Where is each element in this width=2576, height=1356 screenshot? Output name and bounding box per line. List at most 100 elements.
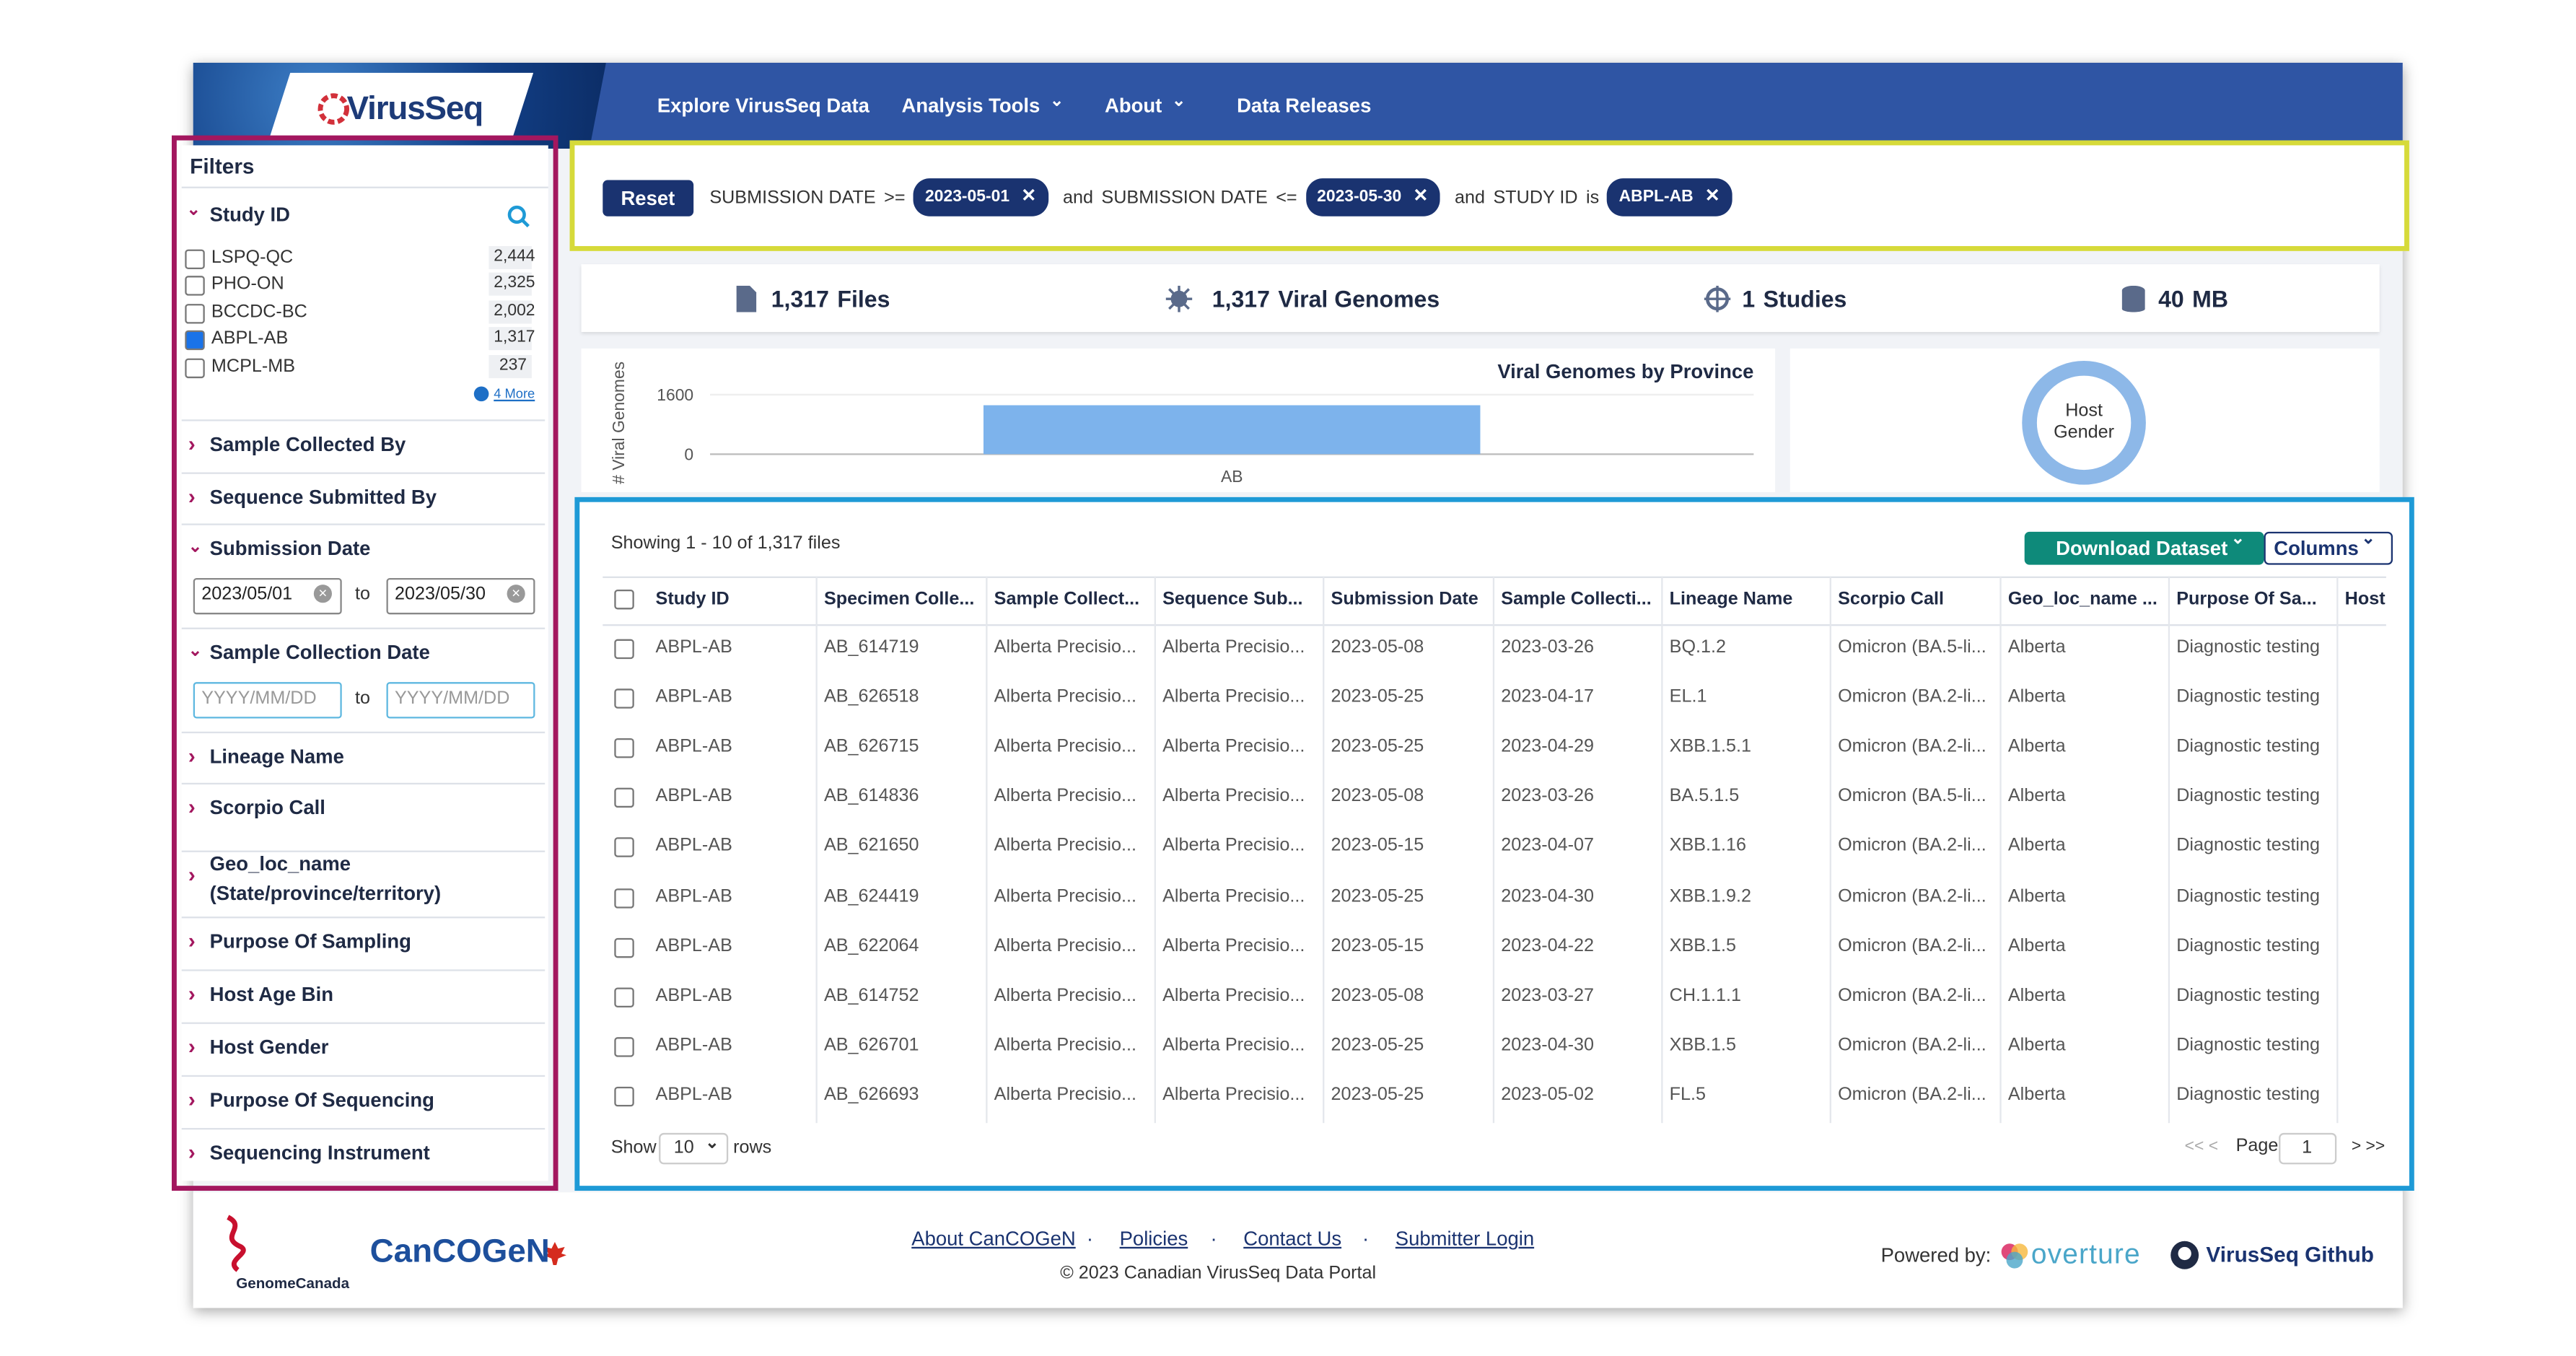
checkbox[interactable] xyxy=(614,639,634,660)
filter-highlight xyxy=(172,135,558,1191)
date-input[interactable] xyxy=(386,577,535,615)
table-cell: AB_626715 xyxy=(823,737,919,757)
table-cell: Omicron (BA.5-li... xyxy=(1838,637,1986,657)
remove-icon[interactable]: ✕ xyxy=(1016,186,1037,207)
genome-canada: GenomeCanada xyxy=(236,1274,350,1292)
chevron-down: ⌄ xyxy=(1050,92,1064,111)
page-size-select[interactable] xyxy=(659,1132,729,1165)
checkbox[interactable] xyxy=(614,788,634,808)
chevron-right: › xyxy=(188,1140,196,1165)
checkbox[interactable] xyxy=(185,249,205,270)
prev-buttons[interactable]: << < xyxy=(2184,1137,2219,1156)
footer-link[interactable]: Contact Us xyxy=(1243,1227,1342,1251)
divider xyxy=(181,1128,546,1130)
bar xyxy=(983,405,1481,455)
query-value[interactable]: 2023-05-01 ✕ xyxy=(914,178,1048,216)
checkbox[interactable] xyxy=(185,276,205,296)
date-value: YYYY/MM/DD xyxy=(394,688,510,709)
column-header[interactable]: Scorpio Call xyxy=(1838,589,1944,610)
nav-link[interactable]: About xyxy=(1105,94,1162,118)
date-input[interactable] xyxy=(193,682,342,719)
checkbox[interactable] xyxy=(614,838,634,858)
column-header[interactable]: Specimen Colle... xyxy=(823,589,975,610)
facet-label[interactable]: Host Age Bin xyxy=(209,982,334,1006)
facet-label[interactable]: Sequencing Instrument xyxy=(209,1141,430,1165)
chevron-down: ⌄ xyxy=(1172,92,1186,111)
column-header[interactable]: Host xyxy=(2344,589,2386,610)
table-cell: ABPL-AB xyxy=(655,1035,732,1055)
copyright: © 2023 Canadian VirusSeq Data Portal xyxy=(1060,1263,1377,1284)
facet-label[interactable]: Study ID xyxy=(209,203,291,227)
checkbox[interactable] xyxy=(185,330,205,351)
checkbox[interactable] xyxy=(614,1036,634,1057)
date-input[interactable] xyxy=(386,682,535,719)
table-cell: ABPL-AB xyxy=(655,836,732,857)
overture-logo[interactable]: overture xyxy=(2030,1238,2141,1270)
checkbox[interactable] xyxy=(185,358,205,379)
search-icon[interactable] xyxy=(507,205,530,228)
nav-link[interactable]: Data Releases xyxy=(1237,94,1372,118)
table-cell: Alberta Precisio... xyxy=(994,687,1136,707)
column-header[interactable]: Purpose Of Sa... xyxy=(2176,589,2317,610)
column-header[interactable]: Study ID xyxy=(655,589,730,610)
footer-link[interactable]: Submitter Login xyxy=(1395,1227,1535,1251)
checkbox[interactable] xyxy=(185,304,205,324)
download-button[interactable]: Download Dataset xyxy=(2024,531,2264,565)
clear-icon[interactable]: × xyxy=(507,585,525,603)
column-header[interactable]: Submission Date xyxy=(1331,589,1478,610)
column-header[interactable]: Geo_loc_name ... xyxy=(2007,589,2157,610)
table-cell: 2023-05-15 xyxy=(1331,935,1424,956)
remove-icon[interactable]: ✕ xyxy=(1408,186,1429,207)
nav-link[interactable]: Analysis Tools xyxy=(901,94,1041,118)
table-cell: BQ.1.2 xyxy=(1669,637,1727,657)
column-header[interactable]: Sample Collecti... xyxy=(1501,589,1652,610)
date-input[interactable] xyxy=(193,577,342,615)
table-cell: Omicron (BA.5-li... xyxy=(1838,787,1986,807)
rows-label: rows xyxy=(733,1137,772,1158)
option-label: MCPL-MB xyxy=(211,357,296,377)
checkbox[interactable] xyxy=(614,589,634,610)
nav-link[interactable]: Explore VirusSeq Data xyxy=(657,94,869,118)
facet-label[interactable]: Purpose Of Sampling xyxy=(209,929,411,953)
next-buttons[interactable]: > >> xyxy=(2351,1137,2386,1156)
chevron-right: › xyxy=(188,862,196,887)
query-value[interactable]: 2023-05-30 ✕ xyxy=(1305,178,1440,216)
facet-label[interactable]: Sequence Submitted By xyxy=(209,485,437,509)
clear-icon[interactable]: × xyxy=(313,585,332,603)
chevron-down: ⌄ xyxy=(188,642,203,661)
column-header[interactable]: Sequence Sub... xyxy=(1162,589,1303,610)
facet-label[interactable]: Submission Date xyxy=(209,536,371,560)
facet-label[interactable]: Lineage Name xyxy=(209,745,344,769)
checkbox[interactable] xyxy=(614,738,634,758)
footer-link[interactable]: About CanCOGeN xyxy=(911,1227,1076,1251)
column-header[interactable]: Sample Collect... xyxy=(994,589,1140,610)
remove-icon[interactable]: ✕ xyxy=(1699,186,1720,207)
option-count: 1,317 xyxy=(489,327,535,351)
query-value[interactable]: ABPL-AB ✕ xyxy=(1607,178,1732,216)
facet-label[interactable]: Host Gender xyxy=(209,1035,329,1059)
column-header[interactable]: Lineage Name xyxy=(1669,589,1793,610)
columns-button[interactable]: Columns xyxy=(2264,531,2393,565)
stat-value: 1,317 xyxy=(1212,285,1270,312)
more-link[interactable]: 4 More xyxy=(494,386,535,402)
reset-button[interactable]: Reset xyxy=(603,179,693,216)
checkbox[interactable] xyxy=(614,1086,634,1107)
facet-label[interactable]: Purpose Of Sequencing xyxy=(209,1088,434,1112)
query-op: >= xyxy=(884,187,906,208)
table-cell: Diagnostic testing xyxy=(2176,836,2320,857)
table-cell: Diagnostic testing xyxy=(2176,687,2320,707)
page-input[interactable] xyxy=(2279,1132,2337,1165)
facet-label[interactable]: Scorpio Call xyxy=(209,796,325,820)
checkbox[interactable] xyxy=(614,937,634,958)
checkbox[interactable] xyxy=(614,987,634,1007)
footer-link[interactable]: Policies xyxy=(1119,1227,1188,1251)
checkbox[interactable] xyxy=(614,888,634,908)
table-cell: Diagnostic testing xyxy=(2176,985,2320,1005)
facet-label[interactable]: Sample Collection Date xyxy=(209,640,430,664)
facet-label[interactable]: Geo_loc_name (State/province/territory) xyxy=(209,852,442,906)
github-link[interactable]: VirusSeq Github xyxy=(2206,1241,2374,1267)
facet-label[interactable]: Sample Collected By xyxy=(209,432,406,456)
checkbox[interactable] xyxy=(614,688,634,709)
table-cell: ABPL-AB xyxy=(655,985,732,1005)
table-cell: Alberta xyxy=(2007,1085,2066,1105)
